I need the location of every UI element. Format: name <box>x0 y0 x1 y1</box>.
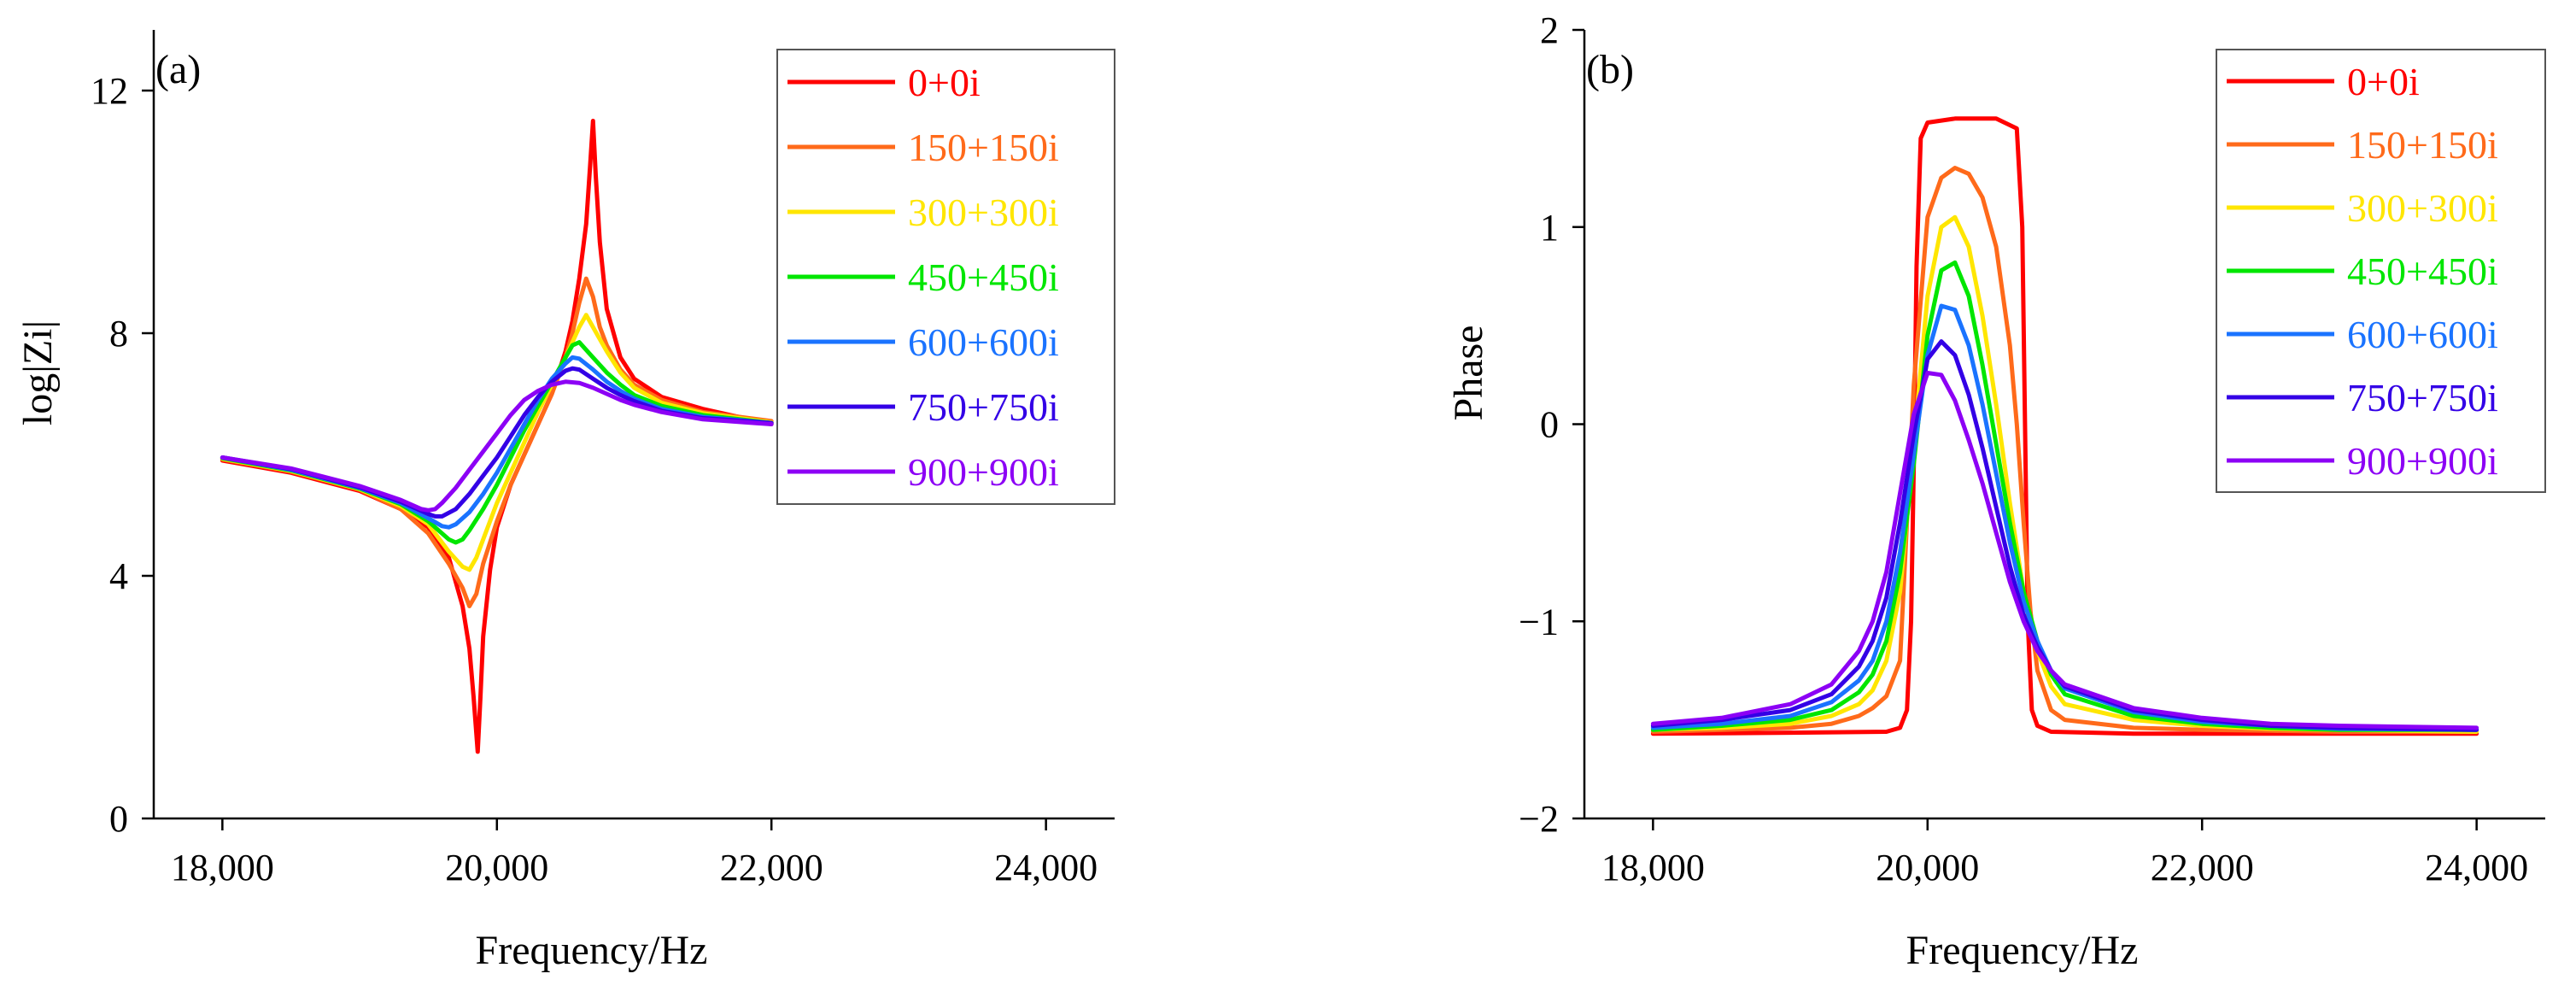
legend-label: 750+750i <box>908 385 1059 429</box>
y-tick-label: −1 <box>1519 601 1559 642</box>
y-tick-label: 0 <box>1540 404 1559 446</box>
y-tick-label: 4 <box>109 555 128 597</box>
series-line-900-900i <box>1650 371 2479 730</box>
series-line-450-450i <box>1650 260 2479 732</box>
series-line-300-300i <box>1650 214 2479 734</box>
series-group <box>220 119 774 754</box>
y-tick-label: 8 <box>109 313 128 355</box>
panel-label: (a) <box>155 47 201 92</box>
legend-label: 450+450i <box>2347 249 2498 293</box>
y-tick-label: −2 <box>1519 798 1559 840</box>
y-tick-label: 2 <box>1540 9 1559 51</box>
x-tick-label: 22,000 <box>720 847 823 889</box>
x-tick-label: 24,000 <box>2425 847 2528 889</box>
series-group <box>1650 116 2479 736</box>
legend-label: 450+450i <box>908 255 1059 299</box>
legend-label: 300+300i <box>2347 186 2498 230</box>
legend-label: 0+0i <box>908 61 981 104</box>
y-axis-label: Phase <box>1446 326 1491 421</box>
x-axis-label: Frequency/Hz <box>1906 928 2139 973</box>
legend-label: 150+150i <box>908 126 1059 169</box>
series-line-300-300i <box>220 313 774 572</box>
panel-label: (b) <box>1586 47 1634 92</box>
legend-label: 300+300i <box>908 191 1059 234</box>
y-tick-label: 0 <box>109 798 128 840</box>
legend-label: 900+900i <box>908 450 1059 494</box>
series-line-150-150i <box>220 276 774 608</box>
x-axis-label: Frequency/Hz <box>476 928 708 973</box>
x-tick-label: 20,000 <box>1876 847 1979 889</box>
legend: 0+0i 150+150i 300+300i 450+450i 600+600i 750+… <box>2216 49 2546 493</box>
series-line-900-900i <box>220 379 774 513</box>
legend-label: 900+900i <box>2347 439 2498 483</box>
x-tick-label: 24,000 <box>994 847 1098 889</box>
chart-panel-2: 18,000 20,000 22,000 24,000 −2 −1 0 1 2 Frequency… <box>1446 9 2546 973</box>
x-tick-label: 20,000 <box>445 847 548 889</box>
x-tick-label: 18,000 <box>1601 847 1705 889</box>
chart-panel-1: 18,000 20,000 22,000 24,000 0 4 8 12 Frequency/H… <box>15 30 1115 973</box>
series-line-0-0i <box>1650 116 2479 736</box>
series-line-150-150i <box>1650 166 2479 734</box>
legend-label: 600+600i <box>2347 313 2498 356</box>
y-tick-label: 1 <box>1540 207 1559 249</box>
legend: 0+0i 150+150i 300+300i 450+450i 600+600i 750+… <box>776 49 1115 505</box>
series-line-750-750i <box>220 366 774 519</box>
series-line-600-600i <box>220 355 774 530</box>
x-tick-label: 22,000 <box>2151 847 2254 889</box>
legend-label: 150+150i <box>2347 123 2498 167</box>
y-tick-label: 12 <box>91 70 128 112</box>
x-tick-label: 18,000 <box>171 847 274 889</box>
y-axis-label: log|Zi| <box>15 320 61 425</box>
legend-label: 0+0i <box>2347 60 2420 103</box>
legend-label: 600+600i <box>908 320 1059 364</box>
legend-label: 750+750i <box>2347 376 2498 419</box>
series-line-450-450i <box>220 340 774 545</box>
